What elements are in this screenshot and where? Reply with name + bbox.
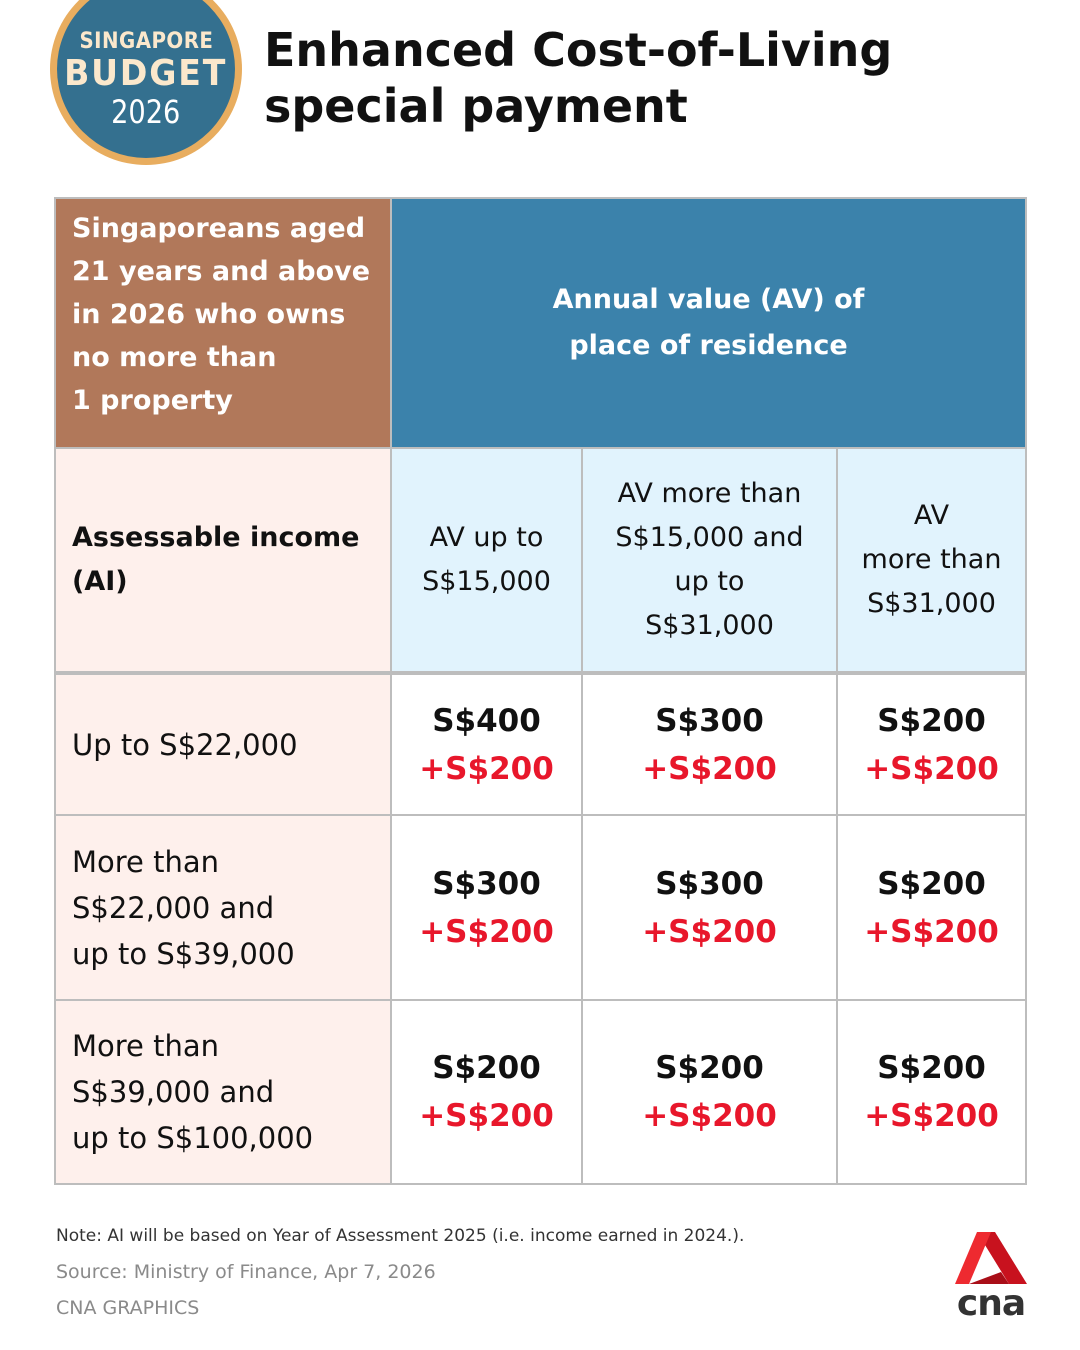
income-band-label: Up to S$22,000 — [54, 671, 392, 816]
badge-line-singapore: SINGAPORE — [79, 29, 213, 54]
payment-table: Singaporeans aged 21 years and above in … — [54, 197, 1027, 1185]
av-column-header-1: AV up to S$15,000 — [390, 447, 583, 674]
title-line-1: Enhanced Cost-of-Living — [264, 23, 893, 77]
av-column-header-2: AV more than S$15,000 and up to S$31,000 — [581, 447, 838, 674]
source-line: Source: Ministry of Finance, Apr 7, 2026 — [56, 1261, 436, 1283]
graphics-credit: CNA GRAPHICS — [56, 1297, 200, 1319]
payment-cell: S$300 +S$200 — [581, 814, 838, 1001]
page-title: Enhanced Cost-of-Living special payment — [264, 22, 892, 134]
income-band-label: More than S$39,000 and up to S$100,000 — [54, 999, 392, 1185]
income-band-label: More than S$22,000 and up to S$39,000 — [54, 814, 392, 1001]
eligibility-header: Singaporeans aged 21 years and above in … — [54, 197, 392, 449]
payment-cell: S$200 +S$200 — [836, 814, 1027, 1001]
annual-value-header: Annual value (AV) of place of residence — [390, 197, 1027, 449]
payment-cell: S$200 +S$200 — [836, 999, 1027, 1185]
payment-cell: S$200 +S$200 — [581, 999, 838, 1185]
cna-logo: cna — [955, 1232, 1027, 1324]
singapore-budget-2026-badge: SINGAPORE BUDGET 2026 — [50, 0, 242, 165]
payment-cell: S$200 +S$200 — [836, 671, 1027, 816]
table-row: More than S$22,000 and up to S$39,000 S$… — [54, 814, 1027, 1001]
assessable-income-header: Assessable income (AI) — [54, 447, 392, 674]
payment-cell: S$400 +S$200 — [390, 671, 583, 816]
cna-logo-text: cna — [956, 1283, 1026, 1324]
badge-line-year: 2026 — [111, 93, 181, 131]
badge-line-budget: BUDGET — [64, 53, 228, 94]
av-column-header-3: AV more than S$31,000 — [836, 447, 1027, 674]
table-row: More than S$39,000 and up to S$100,000 S… — [54, 999, 1027, 1185]
title-line-2: special payment — [264, 79, 688, 133]
table-row: Up to S$22,000 S$400 +S$200 S$300 +S$200 S… — [54, 671, 1027, 816]
payment-cell: S$300 +S$200 — [581, 671, 838, 816]
payment-cell: S$200 +S$200 — [390, 999, 583, 1185]
payment-cell: S$300 +S$200 — [390, 814, 583, 1001]
footnote: Note: AI will be based on Year of Assess… — [56, 1226, 745, 1246]
cna-logo-mark-icon — [955, 1232, 1027, 1284]
